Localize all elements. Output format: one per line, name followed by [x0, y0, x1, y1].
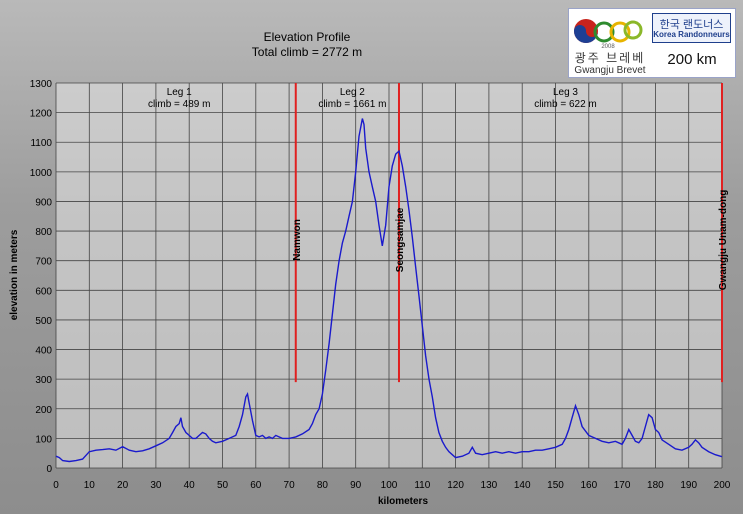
y-tick-label: 200 — [35, 405, 52, 416]
x-tick-label: 90 — [350, 480, 362, 491]
x-tick-label: 50 — [217, 480, 229, 491]
x-tick-label: 30 — [150, 480, 162, 491]
x-tick-label: 110 — [414, 480, 430, 491]
emblem-text: 2008 — [601, 44, 615, 50]
x-tick-label: 0 — [53, 480, 59, 491]
chart-subtitle: Total climb = 2772 m — [252, 45, 362, 59]
tick-labels: 0 10 20 30 40 50 60 70 80 90 100 110 120 130 140 150 160… — [30, 79, 731, 491]
y-tick-label: 1300 — [30, 79, 53, 90]
checkpoint-label: Seongsamjae — [395, 207, 406, 272]
y-tick-label: 400 — [35, 346, 52, 357]
y-tick-label: 0 — [46, 464, 52, 475]
logo-korean-title: 광주 브레베 — [574, 51, 646, 65]
leg-climb-label: climb = 489 m — [148, 99, 211, 110]
badge-korean-text: 한국 랜도너스 — [659, 19, 724, 31]
x-axis-label: kilometers — [378, 496, 428, 507]
x-tick-label: 100 — [381, 480, 398, 491]
y-tick-label: 800 — [35, 227, 52, 238]
x-tick-label: 60 — [250, 480, 262, 491]
x-tick-label: 80 — [317, 480, 329, 491]
y-tick-label: 900 — [35, 197, 52, 208]
distance-label: 200 km — [667, 51, 717, 68]
y-tick-label: 700 — [35, 257, 52, 268]
x-tick-label: 10 — [84, 480, 96, 491]
x-tick-label: 40 — [184, 480, 196, 491]
x-tick-label: 20 — [117, 480, 129, 491]
checkpoint-markers: Namwon Seongsamjae Gwangju Unam-dong — [292, 83, 729, 383]
grid — [55, 82, 723, 469]
brevet-emblem-icon: 2008 — [574, 19, 643, 50]
korea-randonneurs-badge: 한국 랜도너스 Korea Randonneurs — [652, 13, 731, 43]
y-tick-label: 500 — [35, 316, 52, 327]
checkpoint-label: Namwon — [292, 219, 303, 261]
leg-climb-label: climb = 622 m — [534, 99, 597, 110]
elevation-line — [55, 118, 723, 463]
x-tick-label: 190 — [680, 480, 697, 491]
x-tick-label: 130 — [481, 480, 498, 491]
leg-name-label: Leg 1 — [167, 87, 192, 98]
x-tick-label: 140 — [514, 480, 531, 491]
checkpoint-label: Gwangju Unam-dong — [718, 190, 729, 291]
leg-name-label: Leg 3 — [553, 87, 578, 98]
y-tick-label: 600 — [35, 286, 52, 297]
leg-name-label: Leg 2 — [340, 87, 365, 98]
leg-climb-label: climb = 1661 m — [318, 99, 386, 110]
x-tick-label: 200 — [714, 480, 731, 491]
y-axis-label: elevation in meters — [9, 229, 20, 320]
x-tick-label: 150 — [547, 480, 564, 491]
x-tick-label: 70 — [284, 480, 296, 491]
x-tick-label: 160 — [580, 480, 597, 491]
logo-english-title: Gwangju Brevet — [574, 65, 646, 76]
y-tick-label: 100 — [35, 434, 52, 445]
y-tick-label: 300 — [35, 375, 52, 386]
y-tick-label: 1200 — [30, 109, 53, 120]
y-tick-label: 1100 — [30, 138, 52, 149]
y-tick-label: 1000 — [30, 168, 53, 179]
x-tick-label: 180 — [647, 480, 664, 491]
chart-title: Elevation Profile — [264, 30, 351, 44]
x-tick-label: 120 — [447, 480, 464, 491]
badge-english-text: Korea Randonneurs — [653, 30, 730, 39]
x-tick-label: 170 — [614, 480, 631, 491]
brevet-logo: 2008 광주 브레베 Gwangju Brevet 한국 랜도너스 Korea… — [568, 8, 736, 78]
